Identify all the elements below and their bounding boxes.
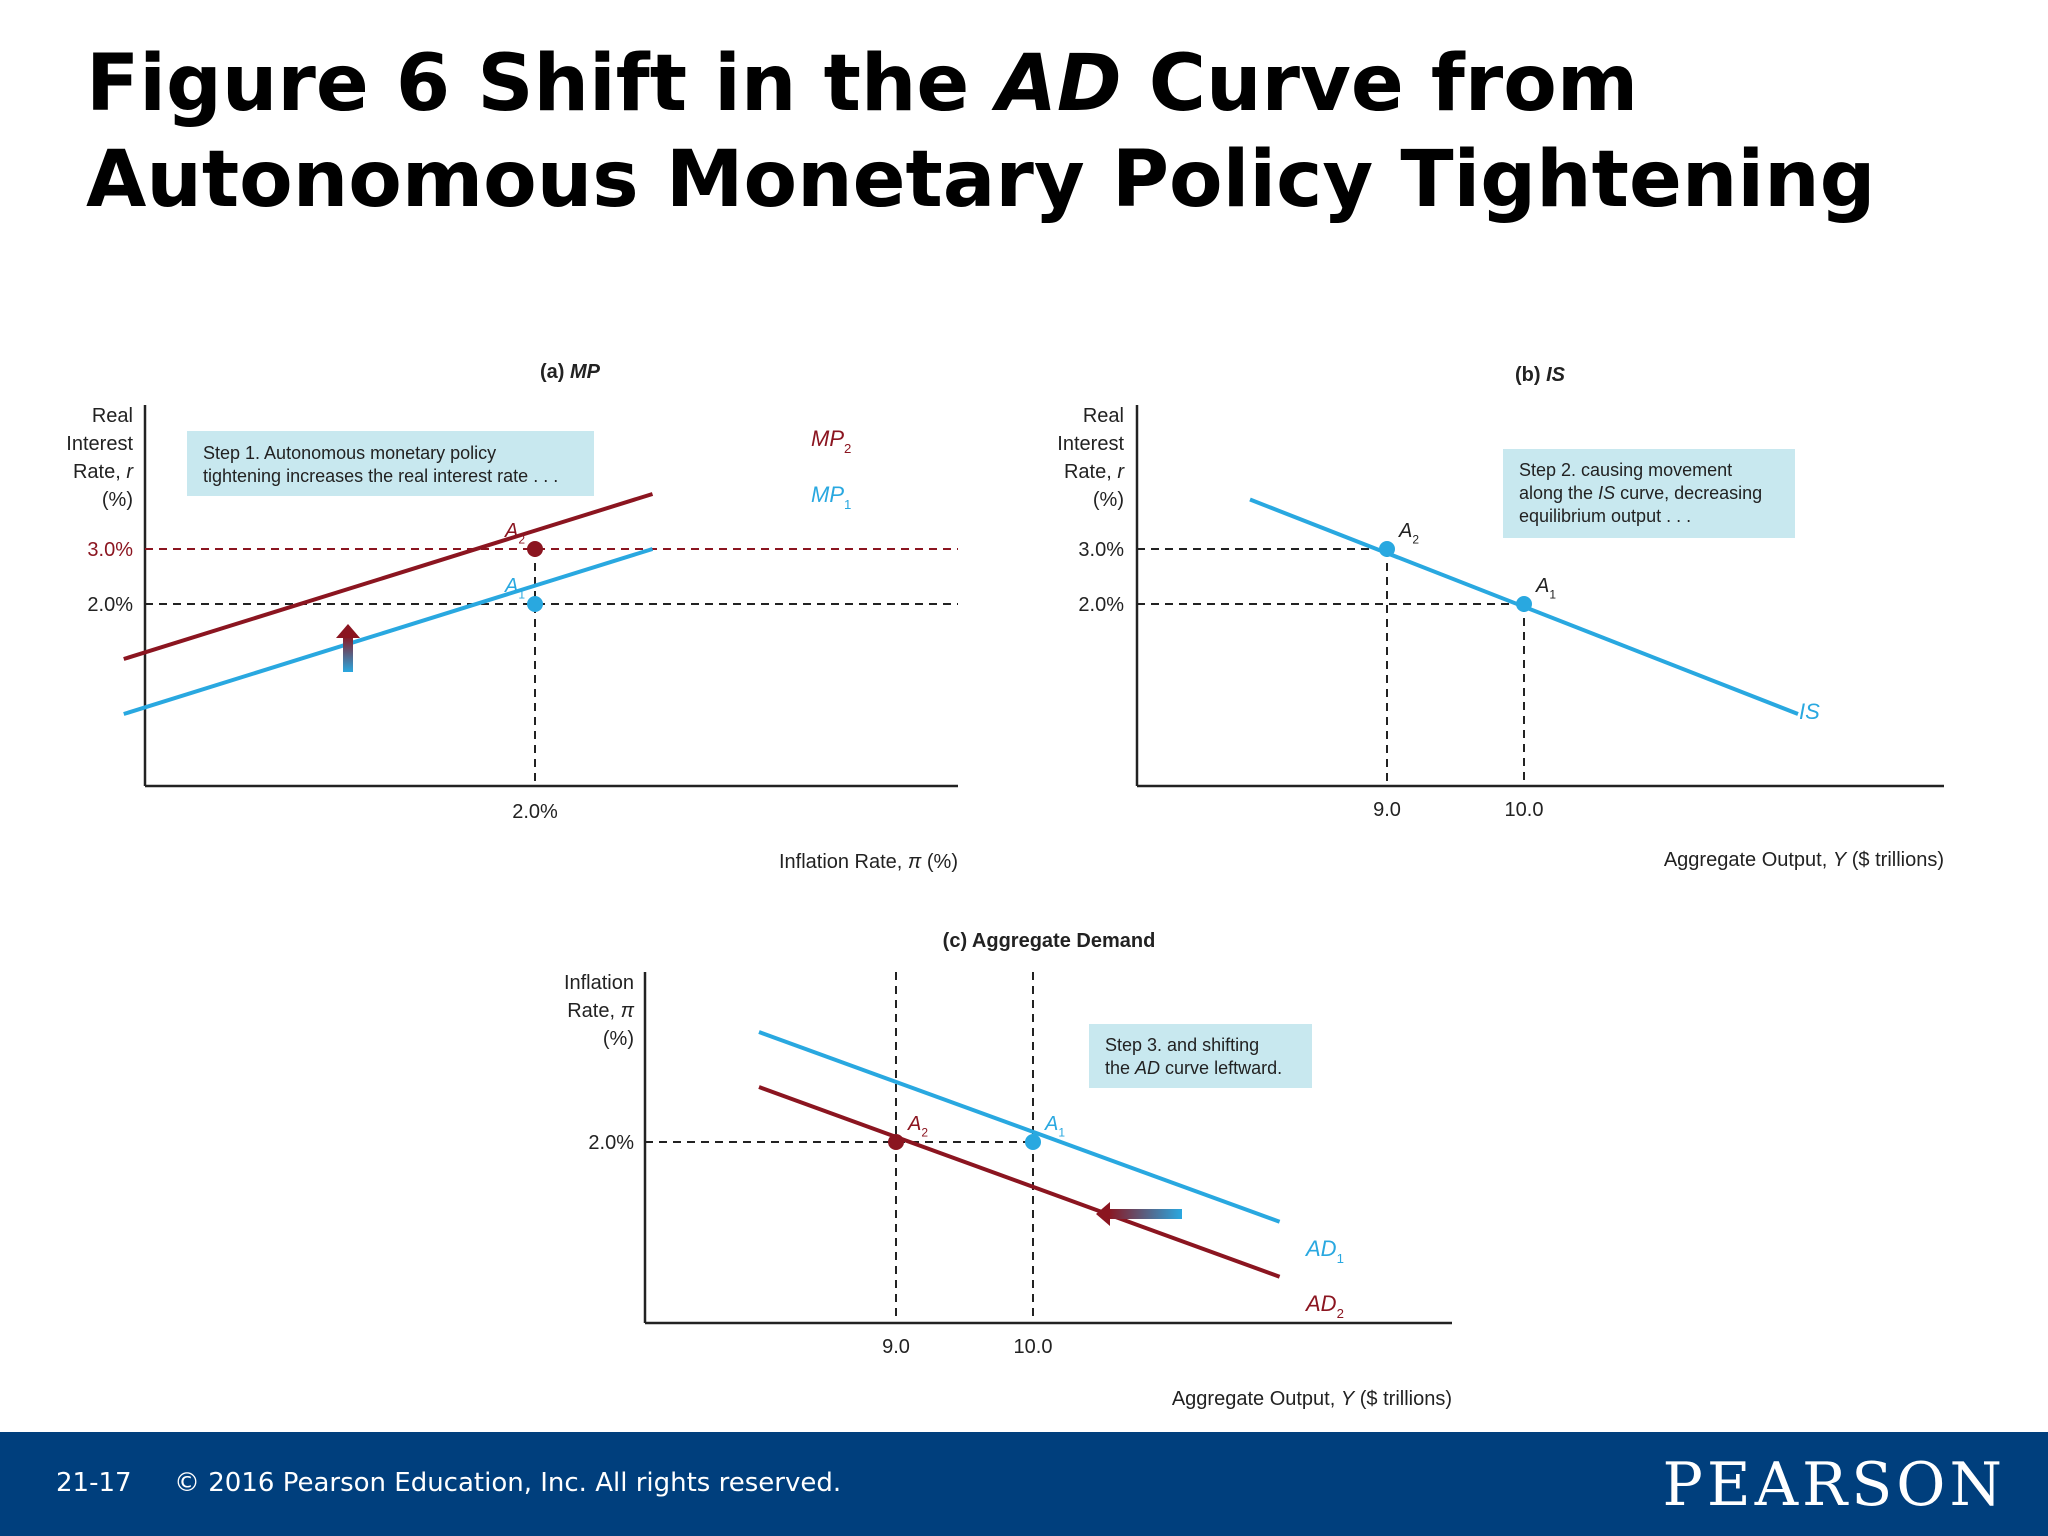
copyright-text: © 2016 Pearson Education, Inc. All right… (174, 1468, 842, 1498)
x-tick-label: 10.0 (1014, 1336, 1053, 1358)
series-label: MP2 (811, 426, 851, 456)
shift-arrow-head (1096, 1202, 1110, 1226)
page-title: Figure 6 Shift in the AD Curve from Auto… (86, 36, 1986, 228)
chart-mp: (a) MP Real Interest Rate, r (%) Inflation Ra… (66, 361, 958, 873)
y-tick-label: 2.0% (588, 1132, 634, 1154)
annotation-box (1503, 449, 1795, 538)
x-axis-label: Aggregate Output, Y ($ trillions) (1172, 1388, 1452, 1410)
chart-ad: (c) Aggregate Demand Inflation Rate, π (%) A… (564, 930, 1452, 1410)
chart-title: (b) IS (1515, 364, 1566, 386)
title-part-1: Figure 6 Shift in the (86, 39, 997, 129)
x-tick-label: 9.0 (1373, 799, 1401, 821)
point-marker (527, 541, 543, 557)
point-label: A1 (1044, 1113, 1065, 1139)
annotation-text: the AD curve leftward. (1105, 1058, 1282, 1078)
x-tick-label: 9.0 (882, 1336, 910, 1358)
y-axis-label-line: Rate, r (73, 461, 134, 483)
shift-arrow-head (336, 624, 360, 638)
pearson-logo: PEARSON (1662, 1450, 2006, 1520)
shift-arrow-up (343, 636, 353, 672)
series-label: IS (1799, 699, 1820, 724)
point-marker (888, 1134, 904, 1150)
shift-arrow-left (1108, 1209, 1182, 1219)
point-marker (1516, 596, 1532, 612)
y-axis-label-line: Real (1083, 405, 1124, 427)
series-label: MP1 (811, 482, 851, 512)
point-marker (1379, 541, 1395, 557)
annotation-text: equilibrium output . . . (1519, 506, 1691, 526)
y-axis-label-line: Rate, r (1064, 461, 1125, 483)
x-axis-label: Aggregate Output, Y ($ trillions) (1664, 849, 1944, 871)
point-label: A2 (907, 1113, 928, 1139)
y-axis-label-line: (%) (1093, 489, 1124, 511)
series-line (758, 1085, 1281, 1279)
y-axis-label-line: (%) (603, 1028, 634, 1050)
y-tick-label: 3.0% (87, 539, 133, 561)
point-label: A1 (504, 575, 525, 601)
y-axis-label-line: Interest (1057, 433, 1124, 455)
y-axis-label-line: Rate, π (567, 1000, 634, 1022)
point-marker (527, 596, 543, 612)
figure-charts: (a) MP Real Interest Rate, r (%) Inflation Ra… (66, 361, 1944, 1410)
series-line (123, 547, 654, 716)
series-line (123, 492, 654, 661)
annotation-text: tightening increases the real interest r… (203, 466, 558, 486)
annotation-text: along the IS curve, decreasing (1519, 483, 1762, 503)
x-axis-label: Inflation Rate, π (%) (779, 851, 958, 873)
y-tick-label: 2.0% (87, 594, 133, 616)
chart-is: (b) IS Real Interest Rate, r (%) Aggregate Ou… (1057, 364, 1944, 871)
annotation-text: Step 3. and shifting (1105, 1035, 1259, 1055)
y-axis-label-line: (%) (102, 489, 133, 511)
y-tick-label: 2.0% (1078, 594, 1124, 616)
point-label: A2 (504, 520, 525, 546)
y-axis-label-line: Interest (66, 433, 133, 455)
y-axis-label-line: Real (92, 405, 133, 427)
annotation-text: Step 1. Autonomous monetary policy (203, 443, 496, 463)
footer-bar: 21-17 © 2016 Pearson Education, Inc. All… (0, 1432, 2048, 1536)
chart-title: (a) MP (540, 361, 601, 383)
chart-title: (c) Aggregate Demand (943, 930, 1156, 952)
series-label: AD1 (1304, 1236, 1344, 1266)
y-axis-label-line: Inflation (564, 972, 634, 994)
title-part-3: Curve from Autonomous Monetary Policy Ti… (86, 39, 1876, 225)
y-tick-label: 3.0% (1078, 539, 1124, 561)
title-part-ad: AD (996, 39, 1122, 129)
x-tick-label: 10.0 (1505, 799, 1544, 821)
series-label: AD2 (1304, 1291, 1344, 1321)
slide-number: 21-17 (56, 1468, 132, 1498)
point-label: A1 (1535, 575, 1556, 601)
point-label: A2 (1398, 520, 1419, 546)
annotation-text: Step 2. causing movement (1519, 460, 1732, 480)
annotation-box (187, 431, 594, 496)
annotation-box (1089, 1024, 1312, 1088)
series-line (758, 1030, 1281, 1224)
point-marker (1025, 1134, 1041, 1150)
x-tick-label: 2.0% (512, 801, 558, 823)
